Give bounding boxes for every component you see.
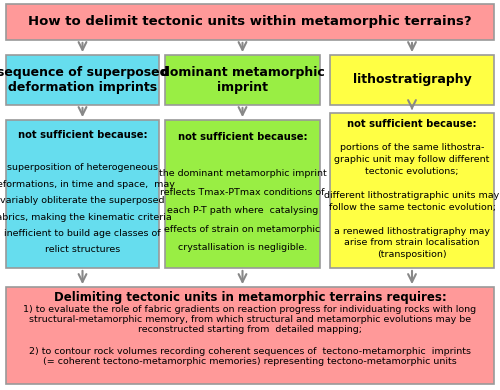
Text: graphic unit may follow different: graphic unit may follow different [334,155,490,164]
Text: lithostratigraphy: lithostratigraphy [352,73,472,87]
Text: 2) to contour rock volumes recording coherent sequences of  tectono-metamorphic : 2) to contour rock volumes recording coh… [29,346,471,356]
Text: deformations, in time and space,  may: deformations, in time and space, may [0,180,174,189]
FancyBboxPatch shape [6,120,159,268]
Text: not sufficient because:: not sufficient because: [178,132,308,142]
Text: a renewed lithostratigraphy may: a renewed lithostratigraphy may [334,227,490,236]
Text: not sufficient because:: not sufficient because: [18,130,148,140]
Text: reflects Tmax-PTmax conditions of: reflects Tmax-PTmax conditions of [160,188,325,197]
FancyBboxPatch shape [6,4,494,40]
Text: How to delimit tectonic units within metamorphic terrains?: How to delimit tectonic units within met… [28,16,472,28]
Text: the dominant metamorphic imprint: the dominant metamorphic imprint [158,169,326,178]
Text: not sufficient because:: not sufficient because: [347,119,477,129]
Text: relict structures: relict structures [45,245,120,254]
Text: follow the same tectonic evolution;: follow the same tectonic evolution; [328,203,496,212]
Text: sequence of superposed
deformation imprints: sequence of superposed deformation impri… [0,66,168,94]
Text: reconstructed starting from  detailed mapping;: reconstructed starting from detailed map… [138,326,362,335]
FancyBboxPatch shape [6,55,159,105]
Text: superposition of heterogeneous: superposition of heterogeneous [7,163,158,172]
Text: different lithostratigraphic units may: different lithostratigraphic units may [324,191,500,200]
Text: variably obliterate the superposed: variably obliterate the superposed [0,196,165,205]
FancyBboxPatch shape [165,120,320,268]
FancyBboxPatch shape [6,287,494,384]
Text: each P-T path where  catalysing: each P-T path where catalysing [167,206,318,215]
FancyBboxPatch shape [330,113,494,268]
FancyBboxPatch shape [330,55,494,105]
Text: Delimiting tectonic units in metamorphic terrains requires:: Delimiting tectonic units in metamorphic… [54,291,446,305]
Text: fabrics, making the kinematic criteria: fabrics, making the kinematic criteria [0,213,172,222]
Text: 1) to evaluate the role of fabric gradients on reaction progress for individuati: 1) to evaluate the role of fabric gradie… [24,305,476,314]
Text: structural-metamorphic memory, from which structural and metamorphic evolutions : structural-metamorphic memory, from whic… [29,315,471,324]
Text: arise from strain localisation: arise from strain localisation [344,238,480,248]
Text: dominant metamorphic
imprint: dominant metamorphic imprint [160,66,324,94]
Text: (= coherent tectono-metamorphic memories) representing tectono-metamorphic units: (= coherent tectono-metamorphic memories… [43,357,457,366]
Text: crystallisation is negligible.: crystallisation is negligible. [178,243,307,252]
Text: portions of the same lithostra-: portions of the same lithostra- [340,143,484,152]
Text: inefficient to build age classes of: inefficient to build age classes of [4,229,161,238]
Text: effects of strain on metamorphic: effects of strain on metamorphic [164,225,320,234]
Text: (transposition): (transposition) [377,250,447,259]
FancyBboxPatch shape [165,55,320,105]
Text: tectonic evolutions;: tectonic evolutions; [366,167,459,176]
